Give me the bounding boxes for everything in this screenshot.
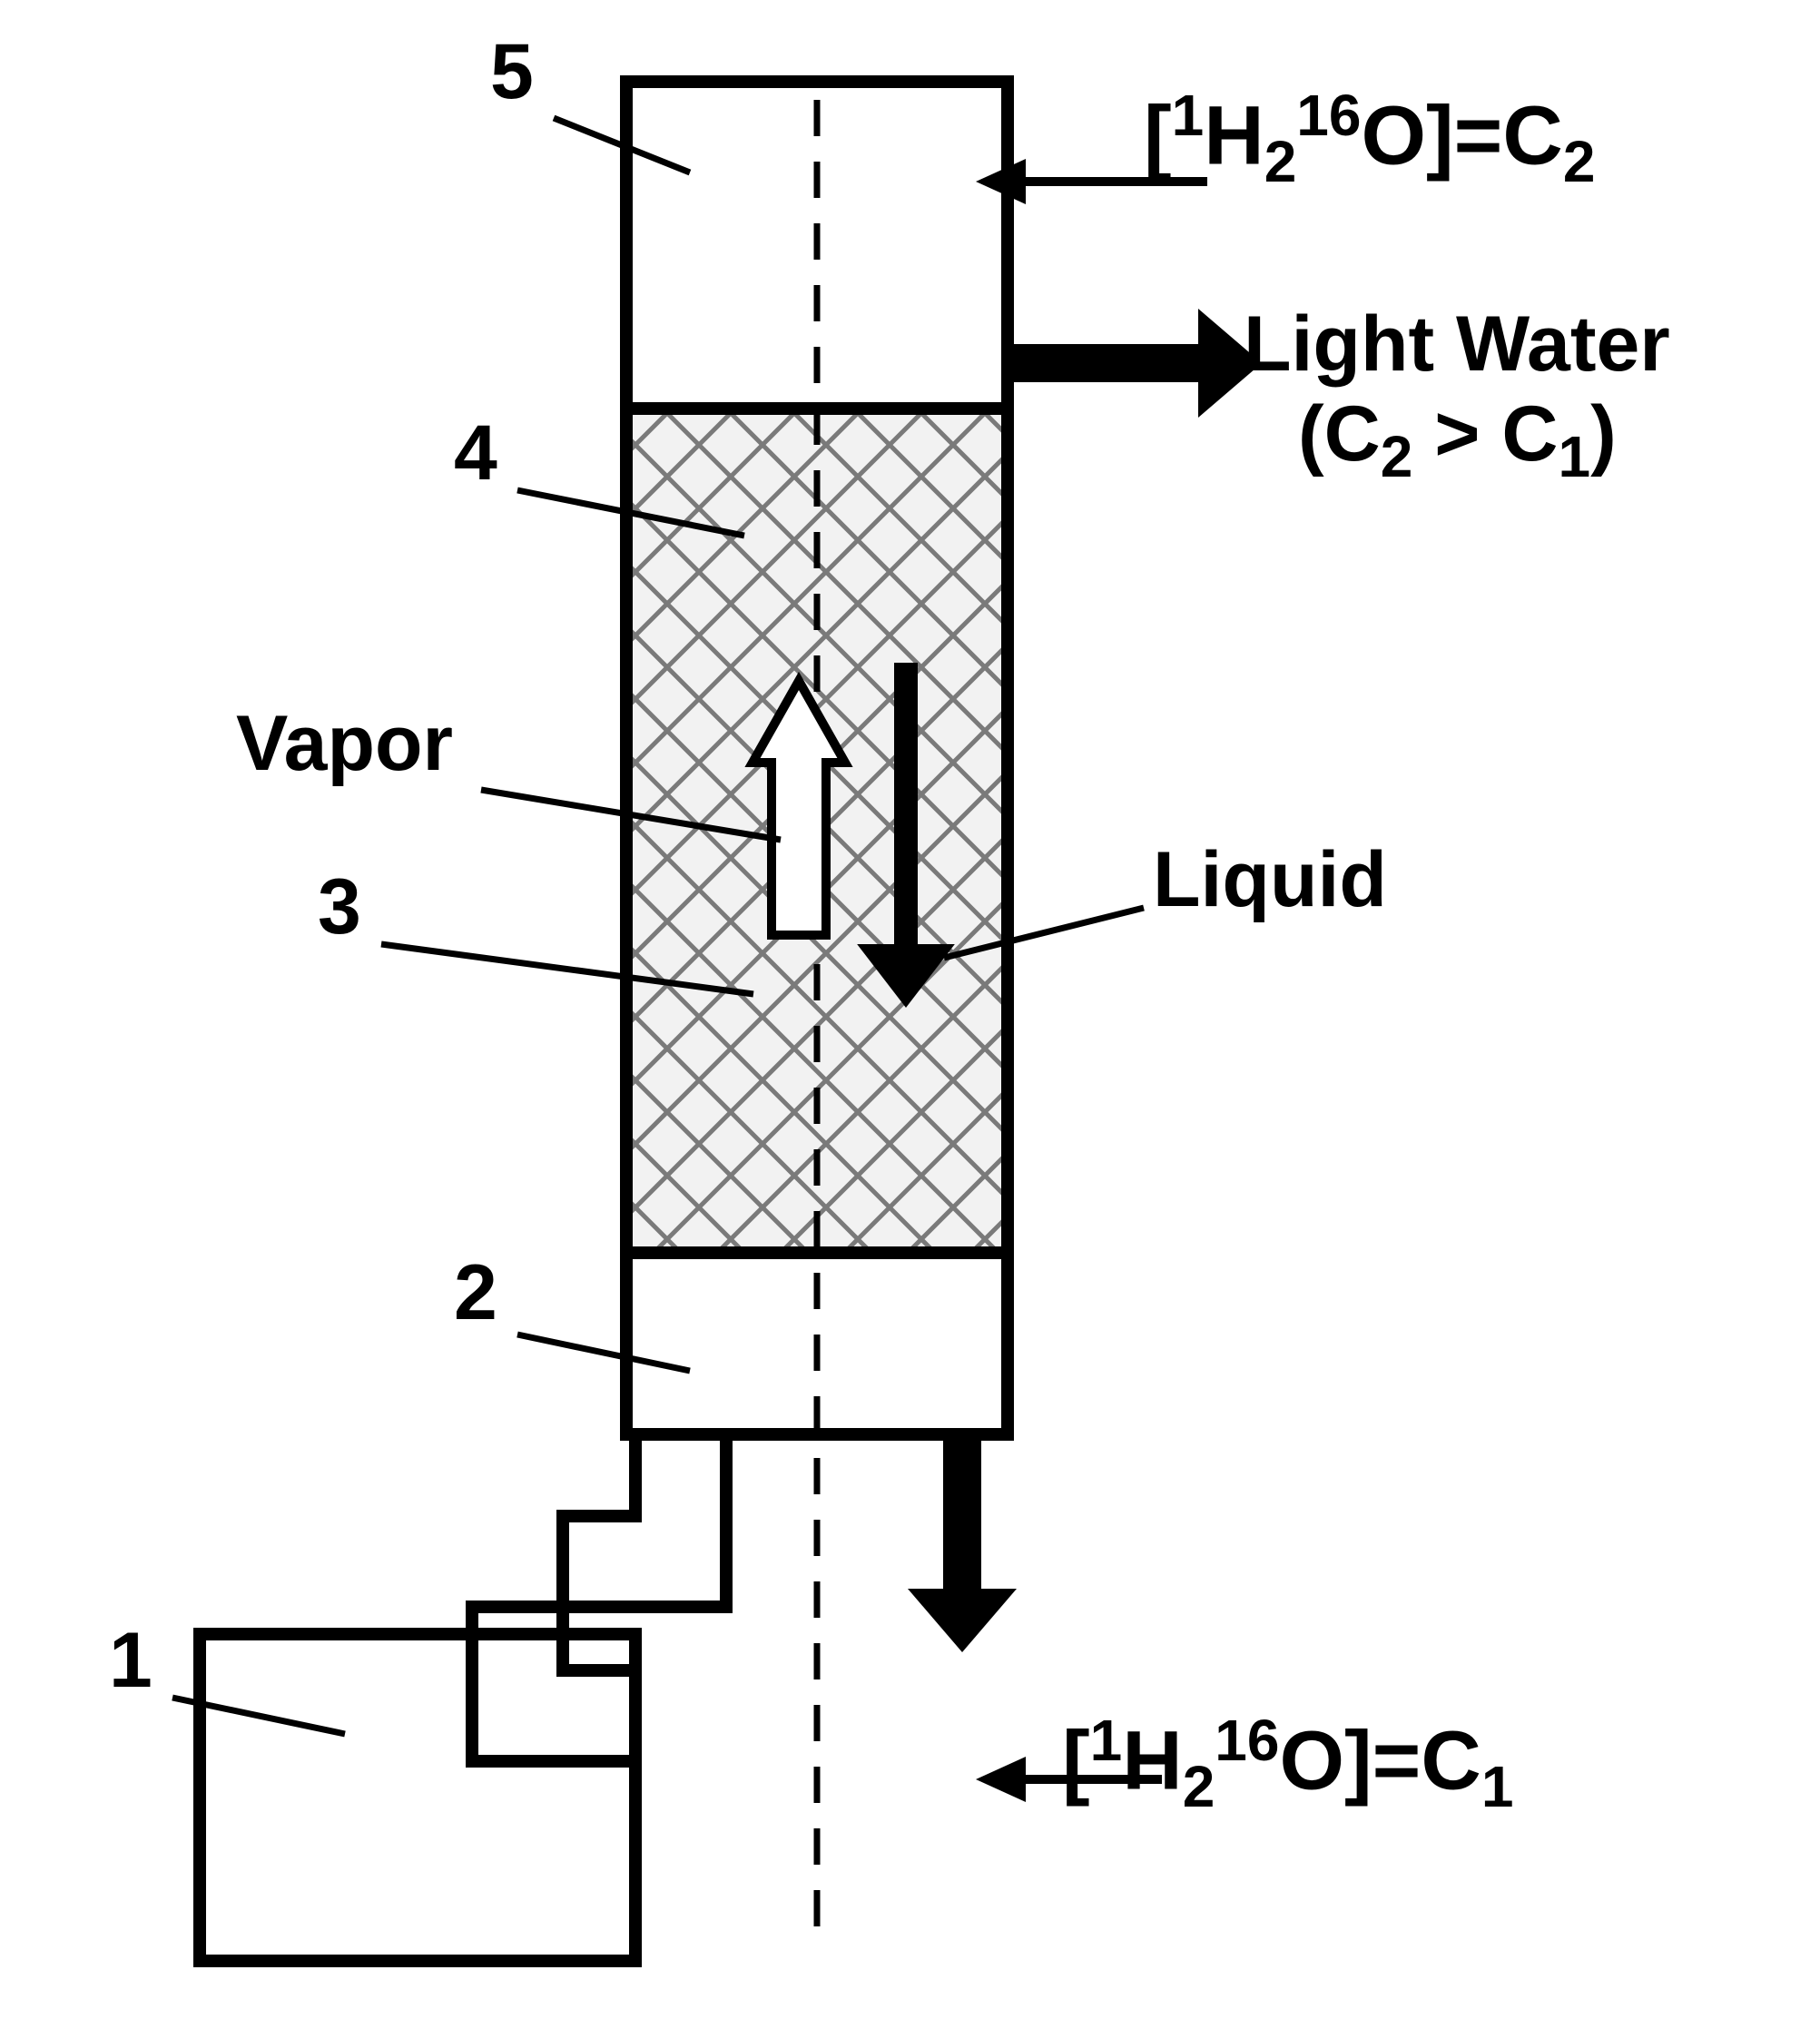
vapor-label: Vapor [236,699,453,789]
liquid-label: Liquid [1153,835,1387,925]
callout-1: 1 [109,1616,152,1706]
formula-bottom: [1H216O]=C1 [1062,1707,1513,1820]
callout-3: 3 [318,862,361,952]
callout-2: 2 [454,1248,497,1338]
callout-4: 4 [454,409,497,498]
formula-top: [1H216O]=C2 [1144,82,1595,195]
callout-5: 5 [490,27,534,117]
outlet-light-water: Light Water (C2 > C1) [1244,300,1670,491]
